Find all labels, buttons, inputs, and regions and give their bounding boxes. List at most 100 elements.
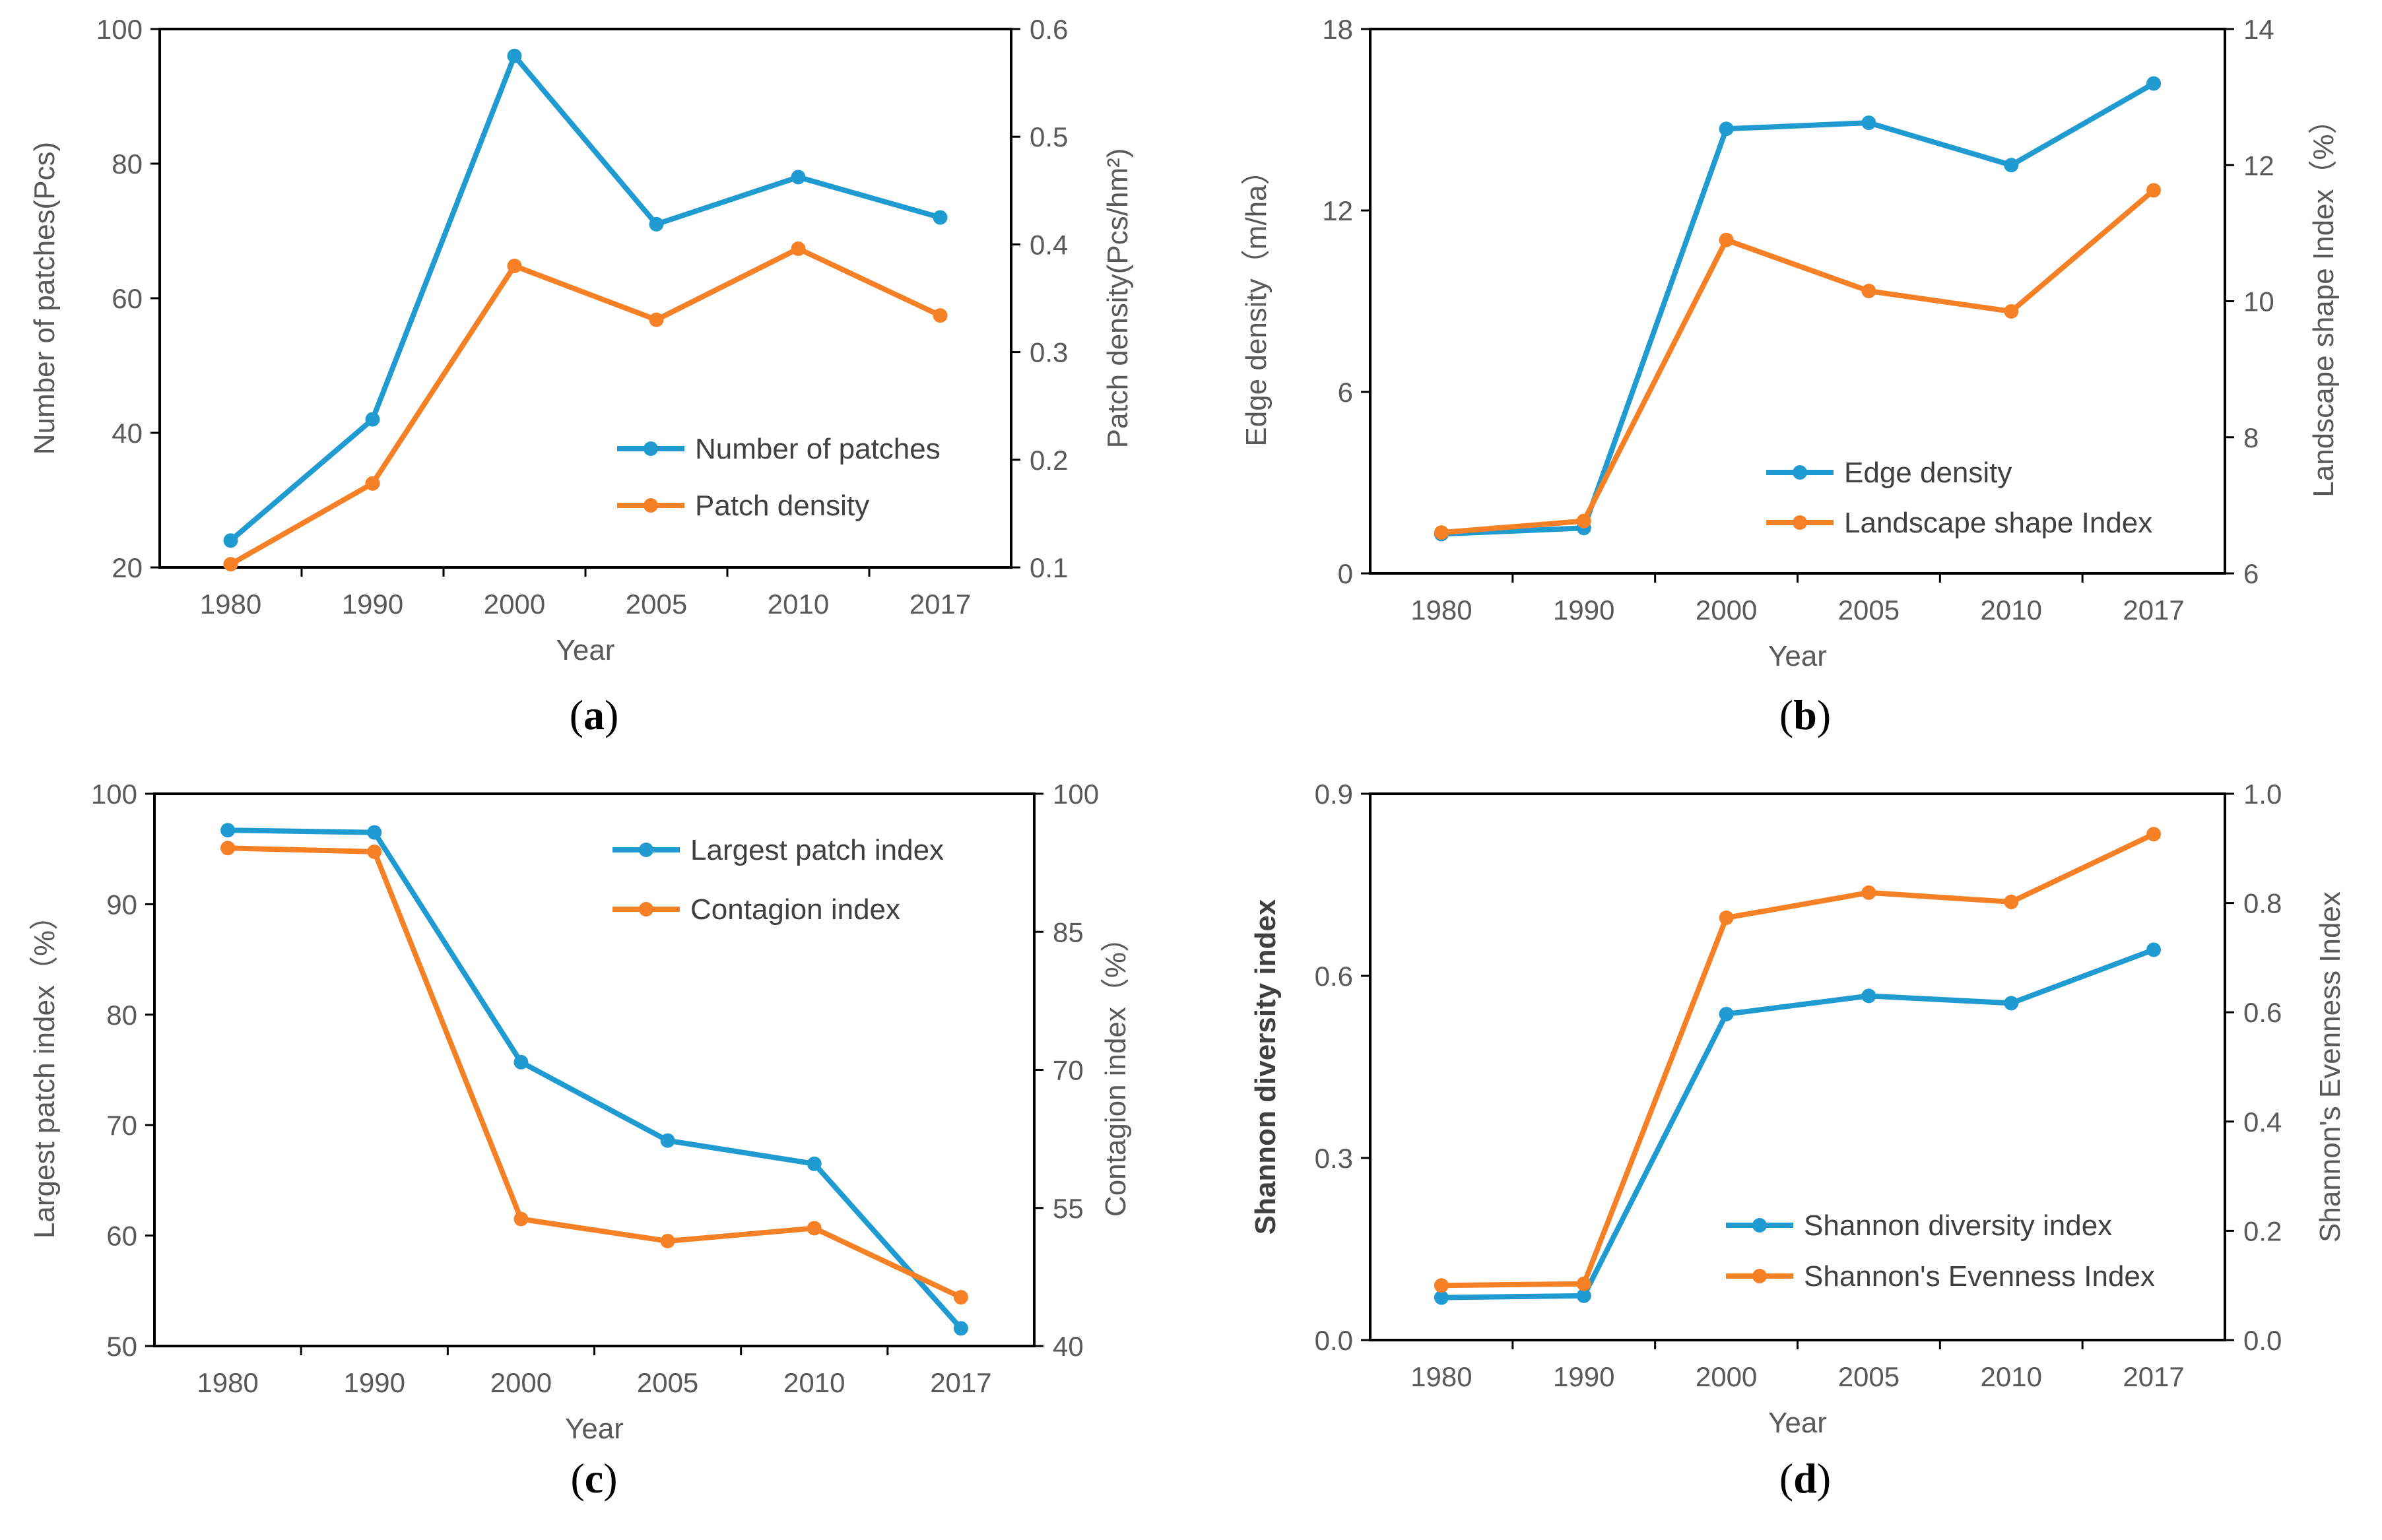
chart-panel-c: 1980 1990 2000 2005 2010 2017 Year 50 60 70 80 90 10…	[28, 779, 1132, 1502]
y2-tick-label: 0.2	[1030, 445, 1068, 476]
data-point	[2146, 76, 2162, 91]
y2-axis-title: Landscape shape Index（%）	[2307, 105, 2340, 497]
y-tick-label: 80	[112, 148, 143, 179]
data-point	[791, 241, 806, 256]
panel-caption: (c)	[570, 1455, 617, 1502]
data-point	[1861, 988, 1876, 1004]
data-point	[220, 823, 236, 838]
legend-marker	[1793, 515, 1807, 530]
legend-marker	[639, 902, 653, 916]
legend-marker	[1752, 1269, 1767, 1283]
data-point	[660, 1233, 675, 1248]
data-point	[507, 259, 522, 274]
y2-axis-title: Contagion index（%）	[1100, 923, 1132, 1217]
legend-marker	[1752, 1218, 1767, 1233]
data-point	[507, 48, 522, 63]
y2-tick-label: 55	[1053, 1193, 1084, 1224]
plot-area	[1369, 28, 2226, 575]
data-point	[1576, 1276, 1591, 1291]
y2-tick-label: 0.8	[2243, 888, 2282, 919]
y2-tick-label: 14	[2243, 14, 2274, 45]
x-tick-label: 2017	[930, 1367, 991, 1398]
x-axis-title: Year	[1768, 640, 1827, 672]
data-point	[1861, 115, 1876, 131]
x-tick-label: 2005	[626, 589, 687, 620]
data-point	[807, 1156, 822, 1171]
data-point	[1719, 121, 1734, 137]
y-tick-label: 50	[106, 1331, 137, 1362]
data-point	[220, 841, 236, 856]
y-axis-title: Shannon diversity index	[1249, 899, 1282, 1235]
legend-label: Patch density	[695, 490, 869, 522]
data-point	[1576, 1288, 1591, 1303]
x-tick-label: 1990	[1553, 594, 1614, 626]
series-line-secondary	[227, 845, 962, 1300]
y2-tick-label: 0.5	[1030, 121, 1068, 152]
data-point	[1434, 525, 1449, 540]
x-tick-label: 1980	[1410, 594, 1472, 626]
series-line-primary	[228, 53, 941, 543]
data-point	[2146, 183, 2162, 198]
x-tick-label: 1990	[344, 1367, 405, 1398]
y2-tick-label: 0.2	[2243, 1215, 2282, 1246]
legend-marker	[639, 843, 653, 857]
y-tick-label: 0.0	[1315, 1325, 1353, 1356]
data-point	[1861, 885, 1876, 900]
series-line-secondary	[1441, 188, 2156, 536]
x-axis-title: Year	[1768, 1407, 1827, 1439]
y2-tick-label: 0.6	[2243, 997, 2282, 1028]
legend-label: Number of patches	[695, 433, 941, 465]
x-tick-label: 2017	[2123, 1361, 2184, 1392]
data-point	[223, 557, 238, 572]
plot-area	[1369, 792, 2226, 1341]
x-tick-label: 2017	[910, 589, 971, 620]
x-tick-label: 2017	[2123, 594, 2184, 626]
data-point	[953, 1321, 968, 1336]
data-point	[649, 216, 664, 232]
caption-close: )	[605, 691, 618, 738]
caption-close: )	[603, 1455, 617, 1502]
data-point	[1719, 910, 1734, 925]
x-tick-label: 2005	[1838, 594, 1900, 626]
y-tick-label: 0.3	[1315, 1143, 1353, 1174]
data-point	[365, 412, 380, 427]
y-tick-label: 100	[91, 779, 137, 810]
x-tick-label: 2000	[1696, 1361, 1757, 1392]
caption-letter: c	[585, 1455, 603, 1502]
legend-marker	[644, 498, 658, 513]
y-axis-title: Largest patch index（%）	[28, 901, 61, 1238]
y-tick-label: 18	[1322, 14, 1353, 45]
caption-open: (	[1779, 1455, 1793, 1502]
x-tick-label: 2005	[637, 1367, 698, 1398]
y2-tick-label: 12	[2243, 150, 2274, 181]
y2-tick-label: 1.0	[2243, 779, 2282, 810]
y2-axis-title: Shannon's Evenness Index	[2314, 891, 2346, 1242]
caption-close: )	[1817, 1455, 1831, 1502]
data-point	[1434, 1278, 1449, 1293]
x-tick-label: 1990	[1553, 1361, 1614, 1392]
data-point	[2004, 304, 2019, 319]
data-point	[513, 1211, 529, 1227]
data-point	[649, 312, 664, 327]
legend-label: Contagion index	[690, 893, 900, 926]
chart-panel-b: 1980 1990 2000 2005 2010 2017 Year 0 6 12 18 6 8 10 12…	[1240, 14, 2340, 738]
data-point	[1434, 1290, 1449, 1305]
y-tick-label: 100	[96, 14, 143, 45]
y2-tick-label: 6	[2243, 558, 2259, 589]
chart-panel-a: 1980 1990 2000 2005 2010 2017 Year 20 40 60 80 100 0…	[28, 14, 1134, 738]
y2-tick-label: 85	[1053, 916, 1084, 947]
data-point	[367, 844, 382, 859]
y-tick-label: 60	[112, 283, 143, 314]
y-axis-title: Number of patches(Pcs)	[28, 142, 61, 455]
x-axis-title: Year	[565, 1413, 624, 1445]
x-tick-label: 2010	[1981, 594, 2042, 626]
caption-close: )	[1817, 691, 1831, 738]
data-point	[1576, 513, 1591, 529]
panel-caption: (d)	[1779, 1455, 1831, 1502]
x-tick-label: 2010	[783, 1367, 845, 1398]
x-axis-title: Year	[556, 634, 615, 666]
y2-tick-label: 40	[1053, 1331, 1084, 1362]
data-point	[1719, 232, 1734, 247]
y-tick-label: 0.9	[1315, 779, 1353, 810]
